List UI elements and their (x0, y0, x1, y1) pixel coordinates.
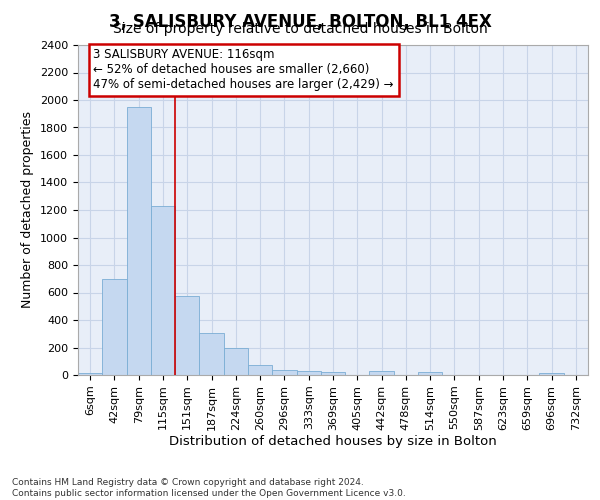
Text: 3, SALISBURY AVENUE, BOLTON, BL1 4EX: 3, SALISBURY AVENUE, BOLTON, BL1 4EX (109, 12, 491, 30)
Text: Contains HM Land Registry data © Crown copyright and database right 2024.
Contai: Contains HM Land Registry data © Crown c… (12, 478, 406, 498)
Text: Size of property relative to detached houses in Bolton: Size of property relative to detached ho… (113, 22, 487, 36)
Text: 3 SALISBURY AVENUE: 116sqm
← 52% of detached houses are smaller (2,660)
47% of s: 3 SALISBURY AVENUE: 116sqm ← 52% of deta… (94, 48, 394, 92)
Bar (296, 371, 321, 375)
Bar (127, 107, 151, 375)
Bar (321, 372, 345, 375)
X-axis label: Distribution of detached houses by size in Bolton: Distribution of detached houses by size … (169, 436, 497, 448)
Bar (78, 373, 102, 375)
Bar (102, 279, 127, 375)
Bar (370, 371, 394, 375)
Bar (272, 370, 296, 375)
Bar (224, 348, 248, 375)
Y-axis label: Number of detached properties: Number of detached properties (22, 112, 34, 308)
Bar (418, 372, 442, 375)
Bar (199, 333, 224, 375)
Bar (151, 206, 175, 375)
Bar (248, 364, 272, 375)
Bar (175, 296, 199, 375)
Bar (539, 373, 564, 375)
